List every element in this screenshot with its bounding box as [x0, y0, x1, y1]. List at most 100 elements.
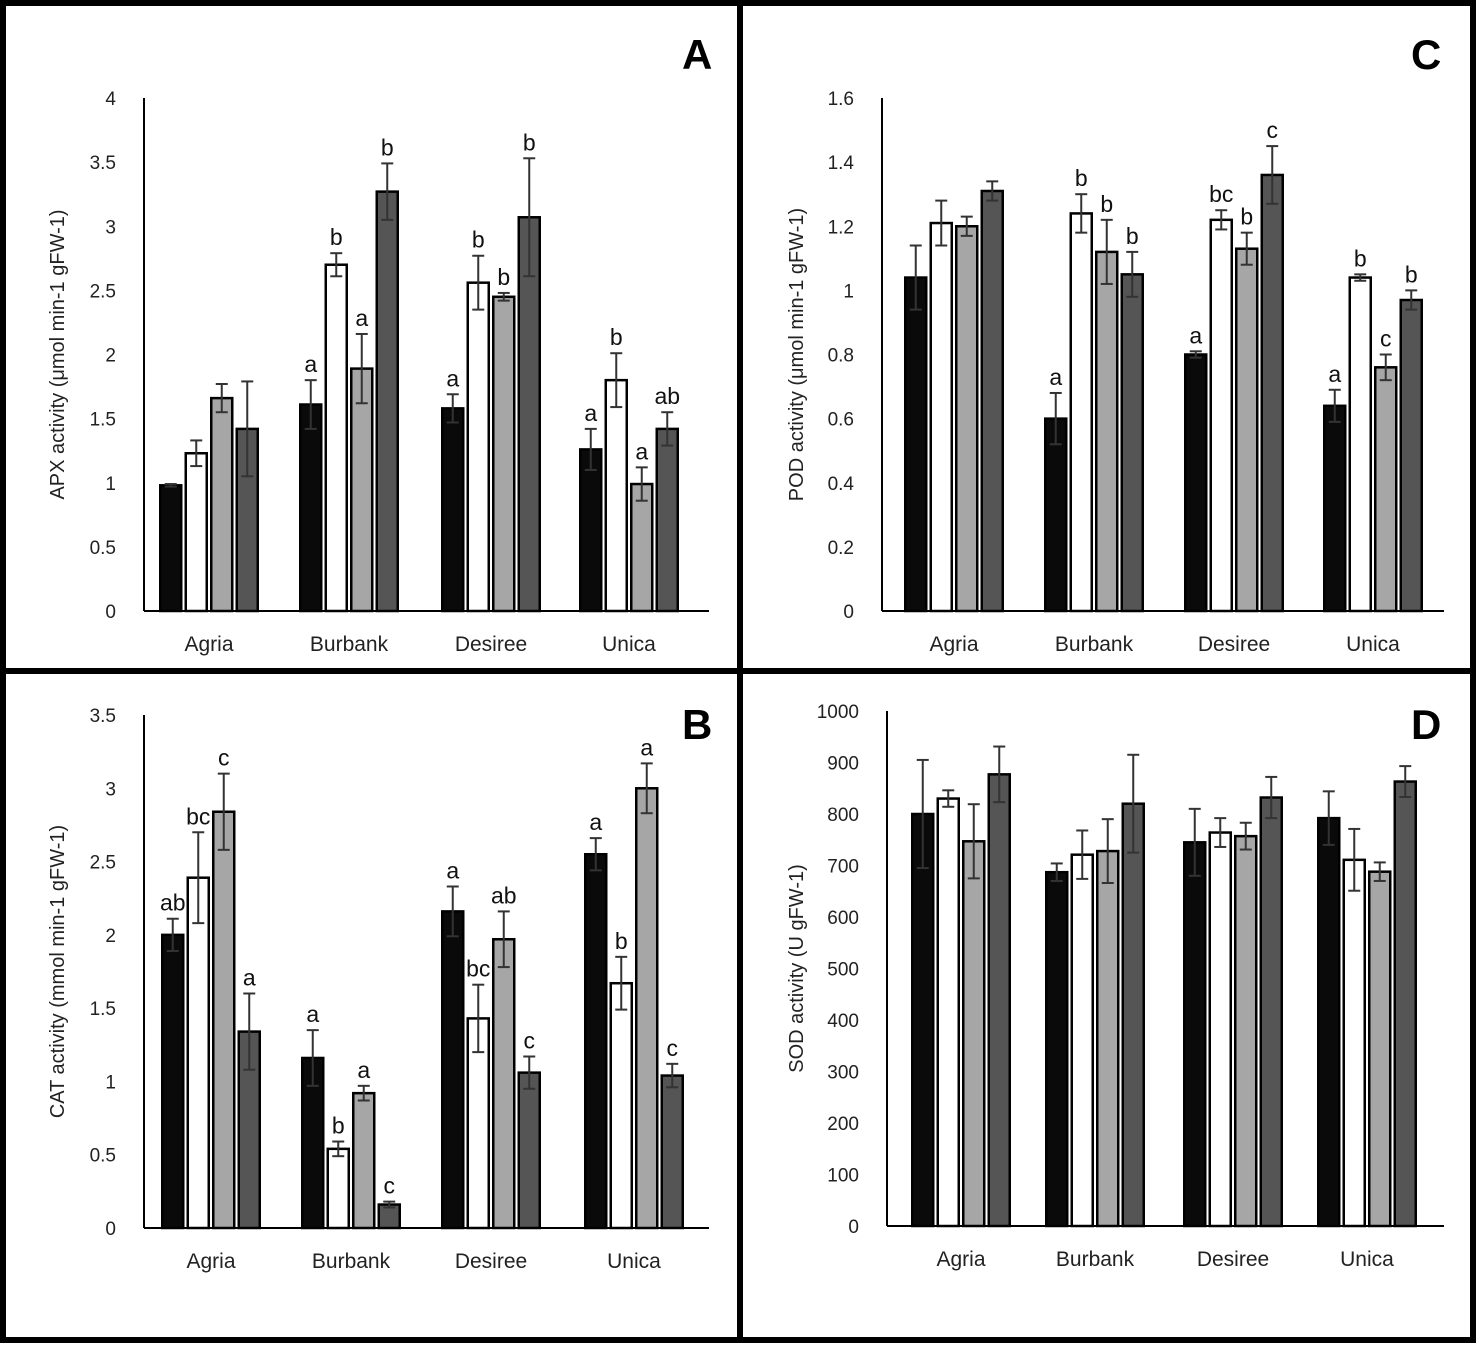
panel-letter-d: D [1411, 701, 1442, 748]
significance-label: ab [160, 890, 186, 916]
y-tick-label: 800 [827, 805, 859, 826]
bar [1120, 273, 1144, 613]
bar [955, 225, 979, 613]
y-tick-label: 0.2 [828, 538, 854, 559]
y-tick-label: 400 [827, 1011, 859, 1032]
bar [1342, 858, 1366, 1228]
bar [1121, 802, 1145, 1228]
bar [635, 787, 659, 1230]
y-tick-label: 0.6 [828, 410, 854, 431]
category-label: Burbank [312, 1250, 391, 1273]
significance-label: bc [1209, 181, 1233, 207]
y-tick-label: 0 [105, 602, 116, 623]
y-tick-label: 1.5 [90, 410, 116, 431]
y-tick-label: 1 [105, 1072, 116, 1093]
panel-letter-b: B [682, 701, 713, 748]
y-tick-label: 1.2 [828, 217, 854, 238]
bar [1183, 841, 1207, 1228]
significance-label: a [306, 1001, 319, 1027]
bar [929, 221, 953, 613]
y-tick-label: 0 [848, 1217, 859, 1238]
y-tick-label: 4 [105, 89, 116, 110]
bar [1317, 816, 1341, 1228]
category-label: Desiree [1198, 633, 1270, 656]
category-label: Unica [607, 1250, 661, 1273]
y-tick-label: 1.6 [828, 89, 854, 110]
significance-label: ab [491, 882, 517, 908]
bar [630, 482, 654, 613]
bar [655, 427, 679, 613]
panel-apx: A 0 0.5 1 1.5 2 2.5 3 3.5 4 APX activity (μmol mi… [0, 0, 743, 674]
y-tick-label: 0.5 [90, 538, 116, 559]
significance-label: b [1100, 191, 1113, 217]
significance-label: c [384, 1173, 396, 1199]
bar [1368, 870, 1392, 1228]
panel-letter-a: A [682, 31, 713, 78]
y-tick-label: 3.5 [90, 706, 116, 727]
panel-letter-c: C [1411, 31, 1442, 78]
y-axis-title: APX activity (μmol min-1 gFW-1) [47, 209, 69, 499]
significance-label: c [1267, 117, 1279, 143]
y-tick-label: 700 [827, 857, 859, 878]
y-tick-label: 3.5 [90, 153, 116, 174]
bar [1096, 849, 1120, 1228]
bar [609, 981, 633, 1230]
bar [1348, 276, 1372, 613]
bar [212, 810, 236, 1230]
bar [1323, 404, 1347, 613]
y-axis-title: POD activity (μmol min-1 gFW-1) [786, 208, 808, 501]
category-label: Burbank [1056, 1248, 1135, 1271]
y-tick-label: 3 [105, 217, 116, 238]
y-tick-label: 2.5 [90, 853, 116, 874]
significance-label: c [1380, 326, 1392, 352]
y-tick-label: 3 [105, 779, 116, 800]
category-label: Agria [936, 1248, 985, 1271]
y-tick-label: 0.8 [828, 346, 854, 367]
bar [1070, 853, 1094, 1228]
significance-label: a [446, 857, 459, 883]
bar [1044, 417, 1068, 613]
bar [1259, 796, 1283, 1228]
significance-label: a [640, 734, 653, 760]
category-label: Burbank [310, 633, 389, 656]
bar [1095, 250, 1119, 613]
y-axis-title: SOD activity (U gFW-1) [786, 864, 808, 1073]
significance-label: b [497, 264, 510, 290]
y-tick-label: 900 [827, 754, 859, 775]
bar [584, 852, 608, 1230]
y-tick-label: 300 [827, 1063, 859, 1084]
category-label: Desiree [455, 633, 527, 656]
bar [350, 367, 374, 613]
bar [1234, 834, 1258, 1228]
bar [517, 1071, 541, 1230]
category-label: Desiree [1197, 1248, 1269, 1271]
bar [352, 1091, 376, 1230]
y-tick-label: 500 [827, 960, 859, 981]
significance-label: b [1354, 245, 1367, 271]
bar [186, 876, 210, 1230]
significance-label: bc [466, 956, 490, 982]
bar [159, 484, 183, 613]
bar [441, 407, 465, 613]
significance-label: b [1405, 261, 1418, 287]
significance-label: a [355, 305, 368, 331]
y-tick-label: 0.5 [90, 1146, 116, 1167]
sod-chart: 0 100 200 300 400 500 600 700 800 900 1000 SOD acti… [786, 702, 1444, 1271]
bar [441, 910, 465, 1230]
y-tick-label: 0 [843, 602, 854, 623]
significance-label: b [1240, 204, 1253, 230]
y-tick-label: 0.4 [828, 474, 855, 495]
bar [161, 933, 185, 1230]
significance-label: c [667, 1035, 679, 1061]
bar [210, 396, 234, 613]
bar [466, 281, 490, 613]
category-label: Burbank [1055, 633, 1134, 656]
significance-label: a [1049, 364, 1062, 390]
bar [1069, 212, 1093, 613]
y-tick-label: 1.5 [90, 999, 116, 1020]
category-label: Desiree [455, 1250, 527, 1273]
significance-label: b [332, 1113, 345, 1139]
significance-label: b [472, 227, 485, 253]
significance-label: b [381, 134, 394, 160]
bar [660, 1074, 684, 1230]
